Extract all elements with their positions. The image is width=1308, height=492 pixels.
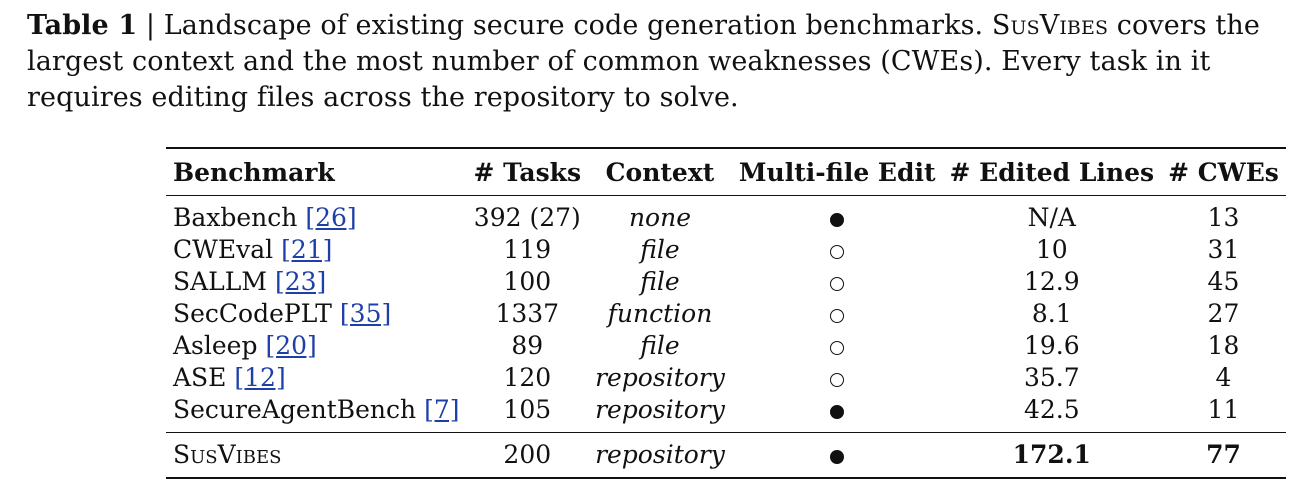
table-row: SecureAgentBench [7] 105 repository 42.5 11: [166, 394, 1286, 433]
benchmark-name: SecureAgentBench: [173, 395, 417, 424]
cell-tasks: 100: [503, 267, 552, 296]
cell-context: file: [640, 331, 680, 360]
cell-edited-lines: 12.9: [1023, 267, 1080, 296]
citation-link[interactable]: [26]: [305, 203, 357, 232]
benchmark-name: ASE: [173, 363, 227, 392]
benchmark-table: Benchmark # Tasks Context Multi-file Edi…: [166, 147, 1286, 479]
citation-link[interactable]: [7]: [424, 395, 460, 424]
cell-benchmark: ASE [12]: [166, 362, 467, 394]
caption-benchmark-name: SusVibes: [991, 10, 1109, 41]
header-cwes: # CWEs: [1161, 147, 1286, 196]
cell-multi-file-edit: [732, 196, 943, 235]
filled-circle-icon: [830, 404, 845, 419]
citation-link[interactable]: [20]: [265, 331, 317, 360]
cell-tasks: 120: [503, 363, 552, 392]
caption-text-before: Landscape of existing secure code genera…: [163, 10, 992, 41]
cell-cwes: 11: [1207, 395, 1240, 424]
cell-context: none: [628, 203, 691, 232]
table-row: Asleep [20] 89 file 19.6 18: [166, 330, 1286, 362]
cell-tasks: 105: [503, 395, 552, 424]
benchmark-name: SALLM: [173, 267, 267, 296]
cell-multi-file-edit: [732, 362, 943, 394]
cell-tasks: 392 (27): [473, 203, 581, 232]
cell-multi-file-edit: [731, 432, 943, 479]
filled-circle-icon: [830, 449, 845, 464]
citation-link[interactable]: [21]: [281, 235, 333, 264]
cell-tasks: 119: [503, 235, 552, 264]
benchmark-name: SecCodePLT: [173, 299, 332, 328]
caption-separator: |: [137, 10, 164, 41]
cell-context: function: [607, 299, 713, 328]
table-row-ours: SusVibes 200 repository 172.1 77: [166, 432, 1286, 479]
cell-multi-file-edit: [732, 298, 943, 330]
header-benchmark: Benchmark: [166, 147, 467, 196]
cell-multi-file-edit: [732, 394, 943, 433]
cell-edited-lines: 8.1: [1031, 299, 1072, 328]
cell-benchmark: SecCodePLT [35]: [166, 298, 467, 330]
benchmark-name: CWEval: [173, 235, 274, 264]
cell-cwes: 45: [1207, 267, 1240, 296]
cell-cwes: 27: [1207, 299, 1240, 328]
empty-circle-icon: [830, 340, 845, 355]
cell-edited-lines: 172.1: [942, 432, 1162, 479]
cell-context: repository: [588, 432, 732, 479]
cell-edited-lines: N/A: [1027, 203, 1076, 232]
cell-edited-lines: 42.5: [1023, 395, 1080, 424]
empty-circle-icon: [830, 276, 845, 291]
cell-edited-lines: 10: [1035, 235, 1068, 264]
header-context: Context: [588, 147, 732, 196]
cell-context: repository: [595, 395, 725, 424]
cell-context: file: [640, 235, 680, 264]
benchmark-name: Asleep: [173, 331, 258, 360]
empty-circle-icon: [830, 244, 845, 259]
empty-circle-icon: [830, 308, 845, 323]
cell-benchmark: SALLM [23]: [166, 266, 467, 298]
cell-multi-file-edit: [732, 234, 943, 266]
table-body: Baxbench [26] 392 (27) none N/A 13 CWEval [21…: [166, 196, 1286, 479]
cell-context: file: [640, 267, 680, 296]
filled-circle-icon: [830, 212, 845, 227]
cell-multi-file-edit: [732, 330, 943, 362]
benchmark-name: Baxbench: [173, 203, 298, 232]
cell-edited-lines: 35.7: [1023, 363, 1080, 392]
cell-tasks: 200: [466, 432, 589, 479]
table-row: SALLM [23] 100 file 12.9 45: [166, 266, 1286, 298]
cell-cwes: 13: [1207, 203, 1240, 232]
citation-link[interactable]: [35]: [339, 299, 392, 328]
cell-multi-file-edit: [732, 266, 943, 298]
cell-benchmark: Baxbench [26]: [166, 196, 467, 235]
cell-cwes: 31: [1207, 235, 1240, 264]
table-row: SecCodePLT [35] 1337 function 8.1 27: [166, 298, 1286, 330]
cell-edited-lines: 19.6: [1023, 331, 1080, 360]
caption-label: Table 1: [27, 10, 138, 41]
cell-benchmark: SecureAgentBench [7]: [166, 394, 467, 433]
table-row: ASE [12] 120 repository 35.7 4: [166, 362, 1286, 394]
cell-tasks: 89: [511, 331, 544, 360]
citation-link[interactable]: [12]: [234, 363, 286, 392]
cell-cwes: 77: [1161, 432, 1286, 479]
table-header-row: Benchmark # Tasks Context Multi-file Edi…: [166, 147, 1286, 196]
empty-circle-icon: [830, 372, 845, 387]
header-tasks: # Tasks: [466, 147, 589, 196]
header-edited-lines: # Edited Lines: [942, 147, 1162, 196]
caption-text-after: covers the largest context and the most …: [27, 10, 1260, 113]
table-row: Baxbench [26] 392 (27) none N/A 13: [166, 196, 1286, 235]
cell-benchmark: SusVibes: [166, 432, 467, 479]
cell-cwes: 18: [1207, 331, 1240, 360]
cell-benchmark: CWEval [21]: [166, 234, 467, 266]
citation-link[interactable]: [23]: [274, 267, 327, 296]
table-caption: Table 1 | Landscape of existing secure c…: [27, 8, 1292, 116]
cell-tasks: 1337: [495, 299, 560, 328]
cell-benchmark: Asleep [20]: [166, 330, 467, 362]
table-row: CWEval [21] 119 file 10 31: [166, 234, 1286, 266]
cell-cwes: 4: [1215, 363, 1232, 392]
header-multi-file-edit: Multi-file Edit: [731, 147, 943, 196]
cell-context: repository: [595, 363, 725, 392]
